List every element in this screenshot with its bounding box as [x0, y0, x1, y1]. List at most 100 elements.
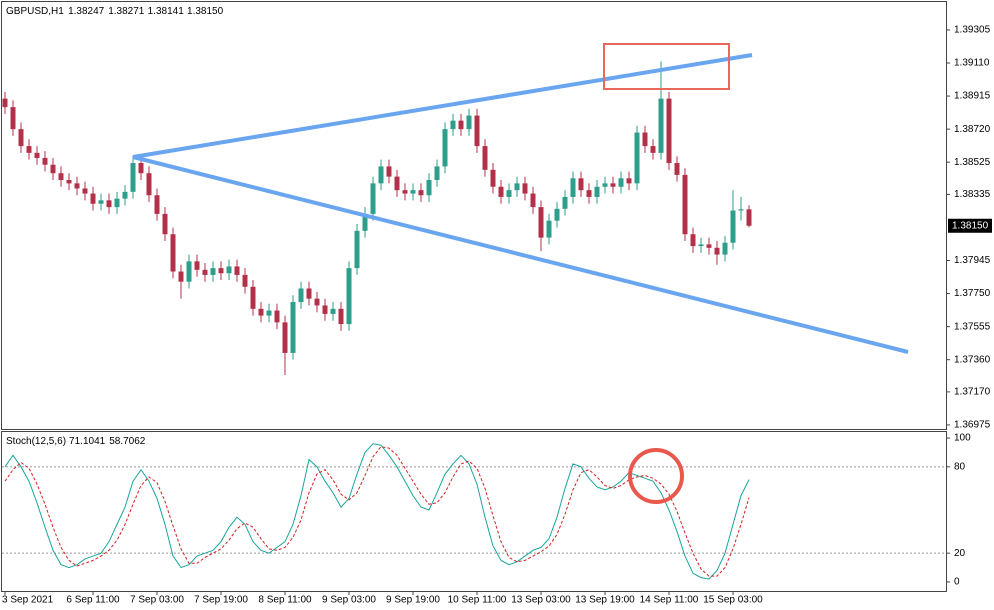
- x-tick-label: 3 Sep 2021: [2, 595, 54, 606]
- candle-body: [434, 166, 440, 180]
- signal-value: 58.7062: [109, 436, 146, 447]
- candle-body: [202, 269, 208, 275]
- candle-body: [42, 157, 48, 165]
- candle-body: [290, 302, 296, 353]
- candle-body: [570, 178, 576, 197]
- candle-body: [618, 178, 624, 187]
- candle-body: [442, 129, 448, 167]
- candle-body: [522, 183, 528, 194]
- x-tick-label: 13 Sep 03:00: [511, 595, 571, 606]
- candle-body: [58, 173, 64, 180]
- candle-body: [738, 209, 744, 211]
- candle-body: [18, 129, 24, 147]
- x-tick-label: 10 Sep 11:00: [448, 595, 507, 606]
- candle-body: [242, 274, 248, 287]
- x-tick-label: 14 Sep 11:00: [640, 595, 699, 606]
- candle-body: [258, 308, 264, 316]
- candle-body: [282, 322, 288, 353]
- candle-body: [642, 132, 648, 147]
- candle-body: [690, 234, 696, 247]
- price-box: [948, 218, 992, 233]
- candle-body: [586, 190, 592, 197]
- x-tick-label: 9 Sep 19:00: [386, 595, 440, 606]
- candle-body: [506, 190, 512, 197]
- candle-body: [554, 208, 560, 221]
- open-label: 1.38247: [68, 6, 105, 17]
- candle-body: [714, 247, 720, 255]
- y-tick-label: 1.39305: [954, 25, 991, 36]
- candle-body: [666, 98, 672, 164]
- candle-body: [706, 244, 712, 248]
- candle-body: [338, 308, 344, 325]
- candle-body: [114, 198, 120, 208]
- candle-body: [594, 186, 600, 197]
- stoch-header: Stoch(12,5,6) 71.1041 58.7062: [6, 436, 146, 447]
- candle-body: [410, 190, 416, 194]
- candle-body: [538, 207, 544, 238]
- candle-body: [146, 173, 152, 196]
- y-tick-label: 1.37945: [954, 255, 991, 266]
- candle-body: [658, 98, 664, 153]
- candle-body: [306, 288, 312, 299]
- candle-body: [322, 305, 328, 314]
- y-tick-label: 80: [954, 461, 966, 472]
- candle-body: [266, 310, 272, 316]
- x-tick-label: 7 Sep 19:00: [194, 595, 248, 606]
- close-label: 1.38150: [187, 6, 224, 17]
- candle-body: [34, 152, 40, 158]
- candle-body: [378, 166, 384, 184]
- candle-body: [122, 191, 128, 199]
- candle-body: [226, 266, 232, 274]
- candle-body: [314, 298, 320, 306]
- candle-body: [386, 166, 392, 177]
- high-label: 1.38271: [108, 6, 145, 17]
- candle-body: [482, 146, 488, 170]
- candle-body: [418, 190, 424, 196]
- candle-body: [490, 169, 496, 187]
- candle-body: [730, 210, 736, 243]
- candle-body: [634, 132, 640, 184]
- candle-body: [66, 179, 72, 184]
- candle-body: [354, 230, 360, 269]
- candle-body: [562, 196, 568, 209]
- y-tick-label: 0: [954, 577, 960, 588]
- x-tick-label: 13 Sep 19:00: [575, 595, 635, 606]
- candle-body: [138, 163, 144, 174]
- candle-body: [26, 146, 32, 153]
- x-tick-label: 15 Sep 03:00: [703, 595, 763, 606]
- candle-body: [722, 242, 728, 255]
- candle-body: [10, 107, 16, 130]
- y-tick-label: 1.37360: [954, 354, 991, 365]
- highlight-box: [603, 43, 730, 90]
- x-tick-label: 7 Sep 03:00: [130, 595, 184, 606]
- y-tick-label: 1.37750: [954, 288, 991, 299]
- x-tick-label: 9 Sep 03:00: [322, 595, 376, 606]
- candle-body: [170, 234, 176, 272]
- candle-body: [650, 146, 656, 153]
- candle-body: [682, 174, 688, 235]
- candle-body: [250, 286, 256, 309]
- candle-body: [450, 120, 456, 130]
- trend-line: [132, 53, 753, 159]
- candle-body: [330, 308, 336, 314]
- candle-body: [162, 213, 168, 235]
- main-value: 71.1041: [69, 436, 106, 447]
- candle-body: [362, 213, 368, 231]
- y-tick-label: 1.38915: [954, 91, 991, 102]
- candle-body: [530, 193, 536, 208]
- y-tick-label: 1.38720: [954, 124, 991, 135]
- y-tick-label: 1.38335: [954, 189, 991, 200]
- stoch-line: [4, 446, 750, 577]
- candle-body: [498, 186, 504, 197]
- candle-body: [210, 268, 216, 275]
- price-header: GBPUSD,H1 1.38247 1.38271 1.38141 1.38150: [6, 6, 224, 17]
- candle-body: [674, 163, 680, 175]
- candle-body: [746, 209, 752, 226]
- candle-body: [514, 183, 520, 191]
- stoch-panel: [1, 431, 947, 592]
- x-tick-label: 6 Sep 11:00: [66, 595, 120, 606]
- candle-body: [106, 200, 112, 208]
- y-tick-label: 20: [954, 548, 966, 559]
- y-tick-label: 100: [954, 433, 971, 444]
